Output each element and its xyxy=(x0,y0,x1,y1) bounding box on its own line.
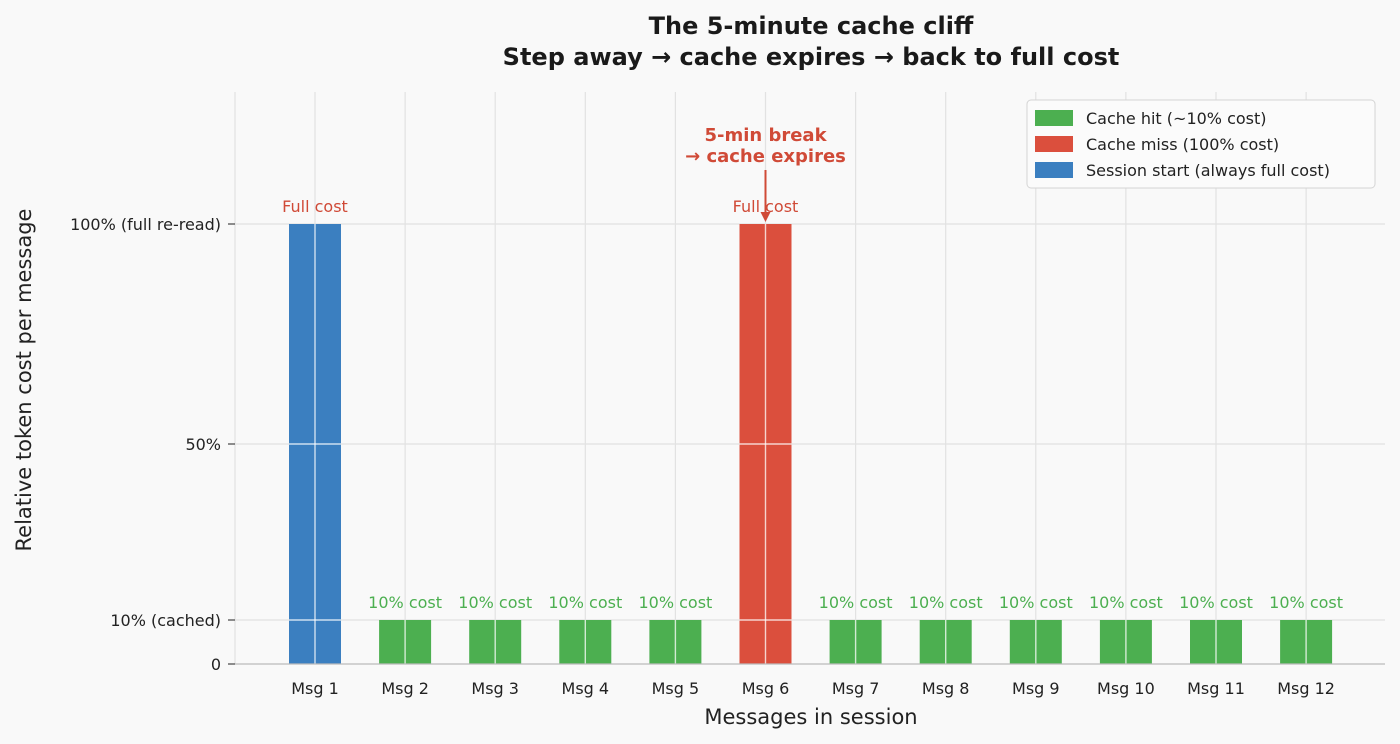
x-tick-label: Msg 6 xyxy=(742,679,790,698)
x-tick-label: Msg 7 xyxy=(832,679,880,698)
grid-layer xyxy=(234,92,1385,664)
bar-data-label: 10% cost xyxy=(638,593,712,612)
x-tick-label: Msg 4 xyxy=(562,679,610,698)
legend-label-hit: Cache hit (~10% cost) xyxy=(1086,109,1267,128)
label-layer: Full cost 10% cost 10% cost 10% cost 10% cos… xyxy=(282,197,1343,612)
x-tick-label: Msg 5 xyxy=(652,679,700,698)
x-tick-label: Msg 2 xyxy=(381,679,429,698)
bar-data-label: 10% cost xyxy=(1179,593,1253,612)
axis-layer: 0 10% (cached) 50% 100% (full re-read) Msg 1… xyxy=(70,215,1385,698)
legend-label-miss: Cache miss (100% cost) xyxy=(1086,135,1279,154)
x-tick-label: Msg 12 xyxy=(1277,679,1335,698)
bar-data-label: 10% cost xyxy=(909,593,983,612)
y-axis-label: Relative token cost per message xyxy=(12,209,36,552)
legend-swatch-hit xyxy=(1035,110,1073,126)
y-tick-label: 100% (full re-read) xyxy=(70,215,221,234)
chart-title: The 5-minute cache cliff xyxy=(649,12,974,40)
bar-data-label: Full cost xyxy=(282,197,348,216)
bar-data-label: 10% cost xyxy=(1269,593,1343,612)
x-tick-label: Msg 1 xyxy=(291,679,339,698)
annotation: 5-min break → cache expires xyxy=(685,125,846,222)
bar-data-label: 10% cost xyxy=(999,593,1073,612)
annotation-line-1: 5-min break xyxy=(704,125,827,146)
chart-subtitle: Step away → cache expires → back to full… xyxy=(503,43,1120,71)
y-tick-label: 0 xyxy=(211,655,221,674)
legend: Cache hit (~10% cost) Cache miss (100% co… xyxy=(1026,99,1376,189)
x-tick-label: Msg 3 xyxy=(471,679,519,698)
x-tick-label: Msg 9 xyxy=(1012,679,1060,698)
y-tick-label: 10% (cached) xyxy=(110,611,221,630)
x-tick-label: Msg 8 xyxy=(922,679,970,698)
x-tick-label: Msg 11 xyxy=(1187,679,1245,698)
legend-swatch-start xyxy=(1035,162,1073,178)
annotation-line-2: → cache expires xyxy=(685,146,846,167)
bar-data-label: 10% cost xyxy=(819,593,893,612)
bar-layer xyxy=(289,224,1333,664)
bar-data-label: 10% cost xyxy=(548,593,622,612)
legend-label-start: Session start (always full cost) xyxy=(1086,161,1330,180)
bar-data-label: 10% cost xyxy=(1089,593,1163,612)
x-axis-label: Messages in session xyxy=(704,705,917,729)
bar-data-label: 10% cost xyxy=(368,593,442,612)
legend-swatch-miss xyxy=(1035,136,1073,152)
annotation-arrow-head xyxy=(760,212,771,222)
legend-box xyxy=(1026,99,1376,189)
bar-data-label: 10% cost xyxy=(458,593,532,612)
y-tick-label: 50% xyxy=(185,435,221,454)
x-tick-label: Msg 10 xyxy=(1097,679,1155,698)
